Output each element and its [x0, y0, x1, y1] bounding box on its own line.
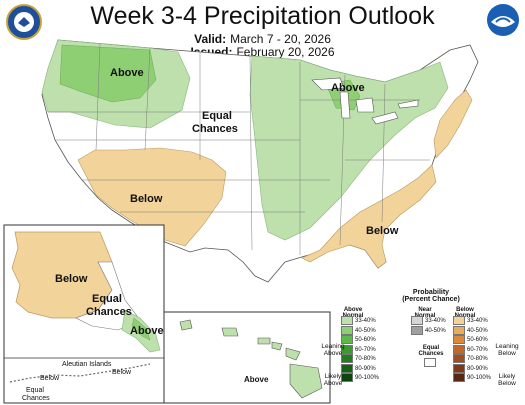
legend-above-swatch-0: [341, 316, 353, 325]
legend-equal: Equal Chances: [417, 345, 445, 367]
legend-below-label-2: 50-60%: [467, 337, 488, 344]
doc-seal-icon: [6, 4, 42, 40]
legend-near-header-1: Near: [418, 307, 432, 313]
legend-below-swatch-2: [453, 335, 465, 344]
legend-below-label-4: 70-80%: [467, 356, 488, 363]
region-nw-above-mid: [59, 44, 157, 103]
map-title: Week 3-4 Precipitation Outlook: [90, 2, 435, 30]
legend-near-column: 33-40% 40-50%: [411, 316, 446, 335]
legend-likely-below-1: Likely: [498, 373, 516, 380]
legend-above-label-4: 70-80%: [355, 356, 376, 363]
legend-below-swatch-1: [453, 325, 465, 335]
label-ak-equal-1: Equal: [92, 293, 122, 305]
legend-above-swatch-1: [341, 325, 353, 335]
legend-above-label-5: 80-90%: [355, 365, 376, 372]
alaska-equal: [75, 261, 141, 331]
legend-above-swatch-6: [341, 373, 353, 382]
label-se-below: Below: [366, 225, 399, 237]
legend-near-swatch-0: [411, 316, 423, 325]
aleutian-chain: [9, 363, 151, 383]
legend-above-label-2: 50-60%: [355, 337, 376, 344]
legend-below-header-1: Below: [456, 307, 474, 313]
legend-below-label-3: 60-70%: [467, 346, 488, 353]
legend-below-swatch-6: [453, 373, 465, 382]
legend-below-swatch-4: [453, 354, 465, 363]
legend-above-swatch-3: [341, 344, 353, 354]
label-aleutian-below-right: Below: [112, 369, 132, 376]
legend-leaning-above-2: Above: [323, 350, 343, 357]
label-central-equal-1: Equal: [202, 110, 232, 122]
valid-value: March 7 - 20, 2026: [230, 32, 331, 46]
label-hi-above: Above: [244, 375, 269, 384]
legend-near-swatch-1: [411, 325, 423, 335]
label-ak-below: Below: [55, 273, 88, 285]
label-ak-above: Above: [130, 325, 164, 337]
label-aleutian-title: Aleutian Islands: [62, 361, 112, 368]
noaa-logo-icon: [487, 4, 519, 36]
valid-dates: Valid: March 7 - 20, 2026: [0, 32, 525, 46]
legend-above-label-0: 33-40%: [355, 318, 376, 325]
issued-value: February 20, 2026: [236, 45, 335, 59]
legend-above-swatch-5: [341, 363, 353, 373]
legend-above-label-1: 40-50%: [355, 327, 376, 334]
legend-equal-label-1: Equal: [422, 345, 440, 351]
legend-above-column: 33-40% 40-50% 50-60% 60-70% 70-80% 80-90…: [341, 316, 379, 383]
region-sw-below: [77, 147, 227, 247]
label-nw-above: Above: [110, 67, 144, 79]
great-lakes: [311, 77, 419, 125]
region-east-below: [433, 89, 473, 159]
region-central-above-light: [249, 55, 449, 241]
legend-leaning-below-2: Below: [498, 350, 516, 357]
legend-equal-swatch: [424, 358, 436, 367]
state-borders: [48, 43, 430, 255]
probability-legend: Probability (Percent Chance) Above Norma…: [321, 283, 523, 403]
legend-likely-above-2: Above: [323, 380, 343, 387]
legend-below-column: 33-40% 40-50% 50-60% 60-70% 70-80% 80-90…: [453, 316, 491, 383]
legend-above-label-6: 90-100%: [355, 375, 380, 382]
legend-below-swatch-0: [453, 316, 465, 325]
region-se-below: [301, 164, 437, 269]
label-sw-below: Below: [130, 193, 163, 205]
label-central-equal-2: Chances: [192, 123, 238, 135]
legend-title-1: Probability: [412, 289, 450, 296]
label-aleutian-equal-2: Chances: [22, 395, 50, 402]
legend-likely-below-2: Below: [498, 380, 516, 387]
label-ne-above: Above: [331, 82, 365, 94]
legend-below-swatch-3: [453, 344, 465, 354]
legend-below-label-6: 90-100%: [467, 375, 492, 382]
legend-leaning-above-1: Leaning: [321, 343, 345, 350]
hawaii-islands: [179, 319, 323, 399]
legend-title-2: (Percent Chance): [402, 296, 460, 303]
label-ak-equal-2: Chances: [86, 306, 132, 318]
legend-below-swatch-5: [453, 363, 465, 373]
legend-below-label-0: 33-40%: [467, 318, 488, 325]
legend-leaning-below-1: Leaning: [495, 343, 519, 350]
legend-near-header-2: Normal: [414, 313, 436, 319]
legend-likely-above-1: Likely: [324, 373, 342, 380]
legend-above-header-1: Above: [343, 307, 363, 313]
legend-above-label-3: 60-70%: [355, 346, 376, 353]
legend-near-label-0: 33-40%: [425, 318, 446, 325]
legend-below-label-5: 80-90%: [467, 365, 488, 372]
legend-below-label-1: 40-50%: [467, 327, 488, 334]
label-aleutian-equal-1: Equal: [26, 387, 44, 394]
alaska-above-mid: [131, 317, 151, 341]
label-aleutian-below-left: Below: [40, 375, 60, 382]
legend-near-label-1: 40-50%: [425, 327, 446, 334]
valid-label: Valid:: [194, 32, 227, 46]
legend-above-swatch-4: [341, 354, 353, 363]
legend-above-swatch-2: [341, 335, 353, 344]
legend-equal-label-2: Chances: [418, 351, 444, 357]
